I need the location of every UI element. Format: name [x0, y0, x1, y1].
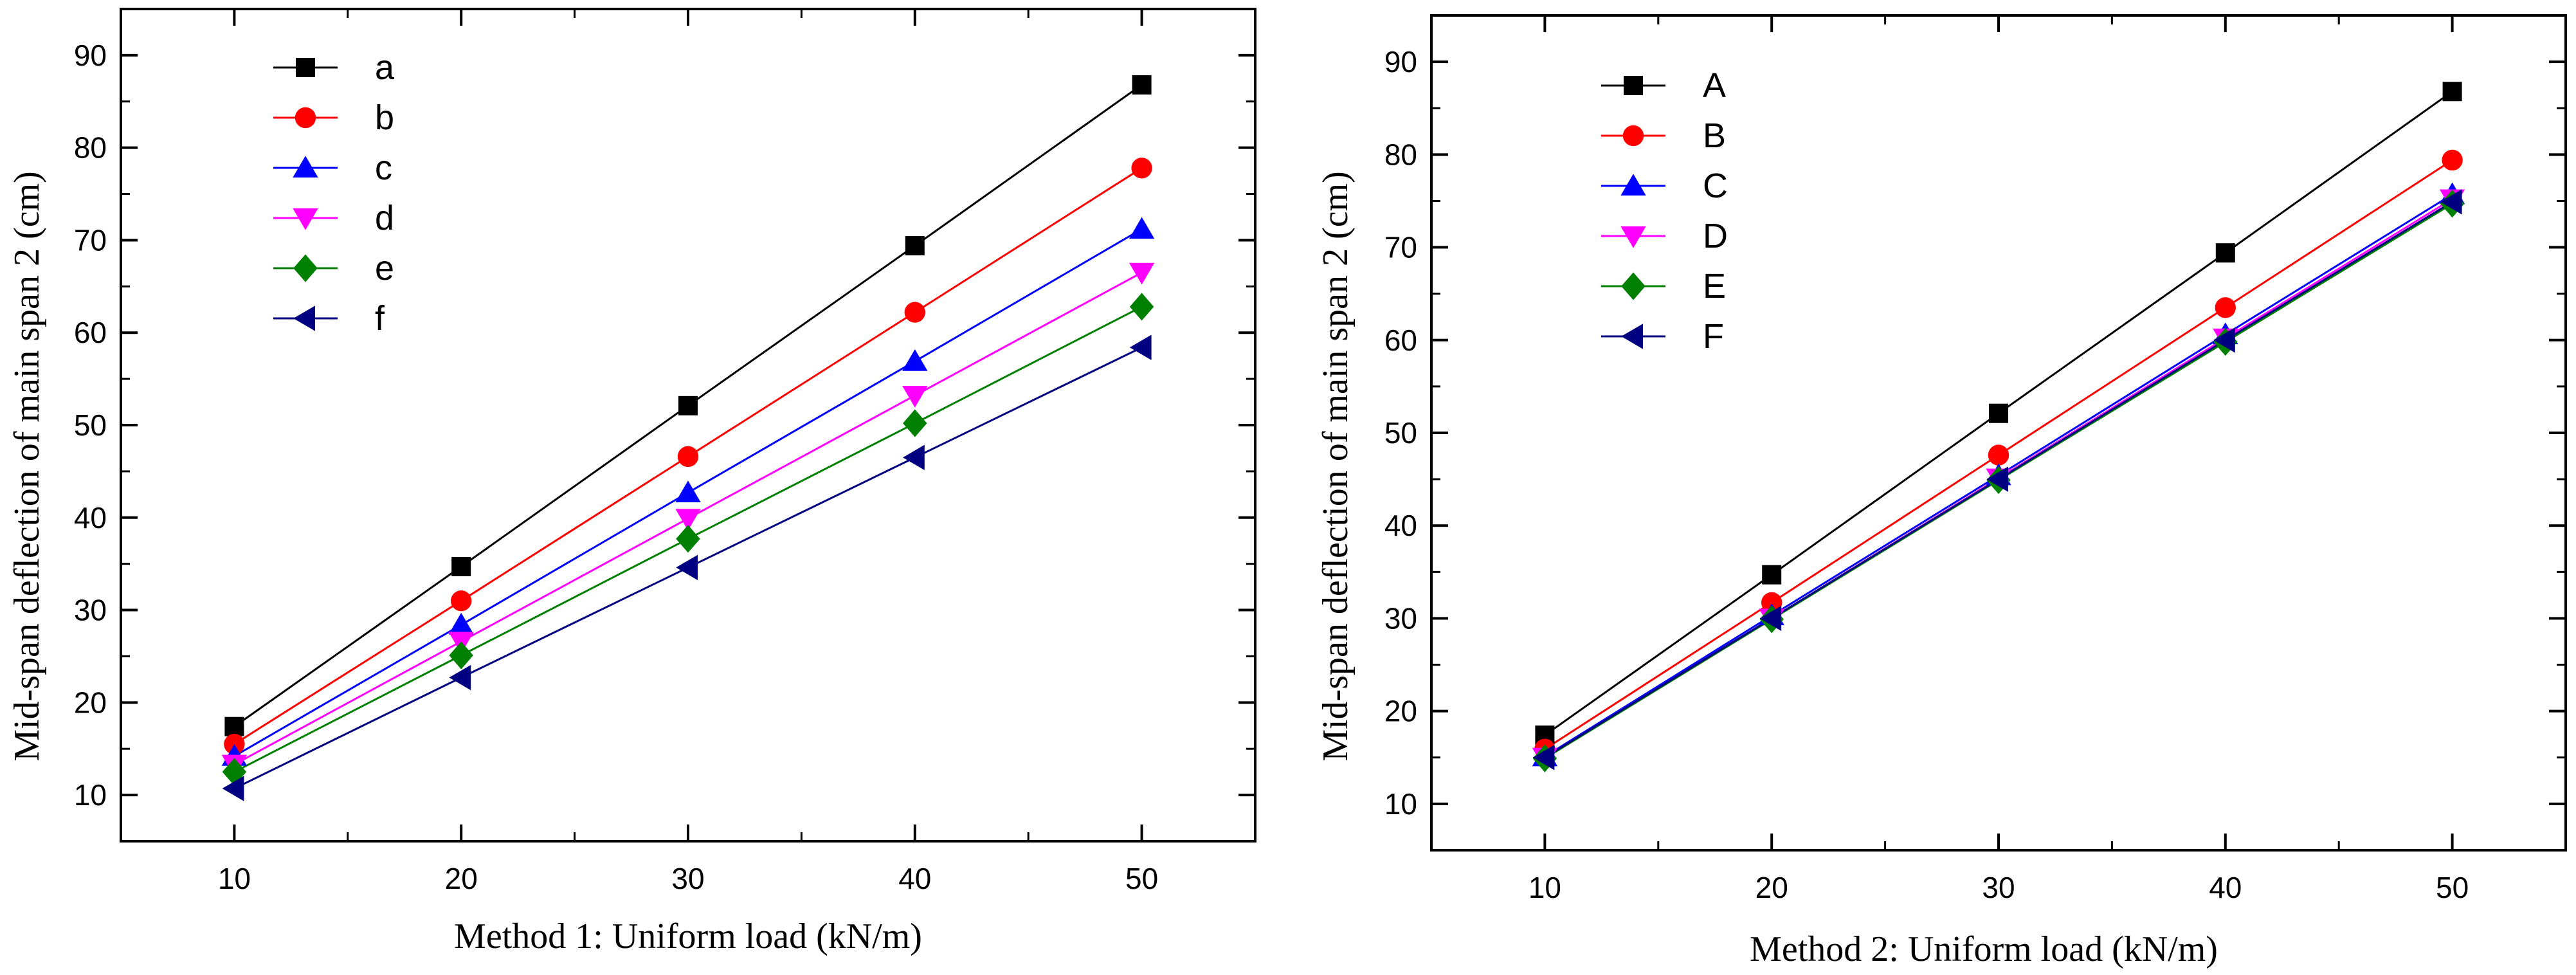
data-point-a [1132, 75, 1152, 95]
data-point-B [2215, 297, 2236, 318]
y-tick-label: 80 [74, 131, 107, 165]
data-point-b [677, 446, 699, 468]
y-axis-label: Mid-span deflection of main span 2 (cm) [7, 171, 47, 761]
legend-marker-d [293, 208, 318, 230]
legend-marker-a [296, 58, 315, 77]
legend-label-f: f [375, 299, 385, 338]
y-tick-label: 30 [1384, 601, 1417, 635]
legend-marker-D [1620, 226, 1646, 248]
y-tick-label: 70 [1384, 231, 1417, 264]
y-tick-label: 10 [74, 778, 107, 812]
x-tick-label: 10 [218, 862, 251, 895]
y-tick-label: 80 [1384, 138, 1417, 171]
x-tick-label: 20 [1755, 871, 1788, 904]
legend-label-B: B [1703, 116, 1726, 155]
legend-marker-f [293, 305, 315, 331]
y-tick-label: 40 [1384, 509, 1417, 542]
x-tick-label: 30 [671, 862, 704, 895]
data-point-d [902, 385, 928, 408]
data-point-b [451, 590, 472, 612]
legend-label-a: a [375, 48, 395, 87]
y-tick-label: 20 [74, 686, 107, 719]
legend-marker-A [1624, 76, 1643, 95]
data-point-A [2215, 243, 2235, 263]
data-point-a [451, 556, 471, 576]
legend-label-D: D [1703, 217, 1728, 255]
data-point-f [449, 664, 471, 691]
y-tick-label: 50 [74, 408, 107, 442]
legend-label-E: E [1703, 267, 1726, 305]
data-point-F [2213, 327, 2235, 353]
y-tick-label: 70 [74, 223, 107, 257]
data-point-A [1762, 565, 1782, 585]
data-point-a [224, 716, 244, 736]
data-point-e [1129, 293, 1154, 321]
data-point-f [903, 444, 925, 471]
y-tick-label: 40 [74, 501, 107, 534]
data-point-a [678, 396, 698, 415]
data-point-e [676, 525, 700, 553]
y-tick-label: 90 [1384, 45, 1417, 78]
y-tick-label: 10 [1384, 787, 1417, 821]
data-point-d [675, 509, 701, 531]
data-point-A [2442, 82, 2462, 102]
data-point-f [676, 554, 698, 581]
y-tick-label: 20 [1384, 695, 1417, 728]
x-tick-label: 40 [2209, 871, 2242, 904]
y-tick-label: 30 [74, 594, 107, 627]
x-tick-label: 40 [898, 862, 931, 895]
legend-marker-B [1622, 125, 1644, 147]
y-tick-label: 60 [74, 316, 107, 349]
data-point-e [903, 409, 927, 437]
legend-label-c: c [375, 149, 392, 187]
legend-marker-c [293, 156, 318, 178]
data-point-e [449, 641, 473, 670]
data-point-A [1989, 403, 2008, 423]
x-axis-label: Method 2: Uniform load (kN/m) [1750, 929, 2218, 969]
data-point-b [904, 302, 926, 323]
x-tick-label: 20 [445, 862, 478, 895]
legend-label-d: d [375, 199, 394, 237]
y-axis-label: Mid-span deflection of main span 2 (cm) [1316, 171, 1356, 761]
legend-label-F: F [1703, 317, 1724, 356]
data-point-c [675, 480, 701, 502]
x-tick-label: 30 [1982, 871, 2015, 904]
y-tick-label: 50 [1384, 416, 1417, 450]
data-point-f [222, 776, 244, 801]
data-point-d [1129, 262, 1155, 285]
legend-marker-E [1621, 272, 1646, 300]
data-point-a [905, 236, 925, 256]
legend-marker-F [1621, 323, 1643, 349]
legend-label-C: C [1703, 167, 1728, 205]
data-point-c [1129, 217, 1155, 239]
legend-marker-b [295, 107, 316, 129]
data-point-F [1532, 745, 1555, 770]
y-tick-label: 90 [74, 39, 107, 72]
data-point-c [902, 349, 928, 371]
data-point-f [1129, 334, 1152, 360]
data-point-B [1761, 592, 1782, 614]
data-point-F [1759, 605, 1782, 632]
legend-label-A: A [1703, 66, 1726, 105]
data-point-F [2440, 189, 2462, 215]
legend-marker-e [293, 254, 318, 282]
data-point-c [448, 612, 474, 635]
data-point-F [1986, 466, 2008, 492]
x-axis-label: Method 1: Uniform load (kN/m) [454, 916, 922, 956]
x-tick-label: 50 [2436, 871, 2469, 904]
data-point-b [1131, 158, 1152, 179]
legend-marker-C [1620, 174, 1646, 196]
legend-label-b: b [375, 98, 394, 137]
legend-label-e: e [375, 249, 394, 287]
y-tick-label: 60 [1384, 323, 1417, 357]
data-point-B [2442, 149, 2463, 171]
x-tick-label: 50 [1125, 862, 1158, 895]
data-point-B [1988, 444, 2009, 466]
x-tick-label: 10 [1528, 871, 1561, 904]
